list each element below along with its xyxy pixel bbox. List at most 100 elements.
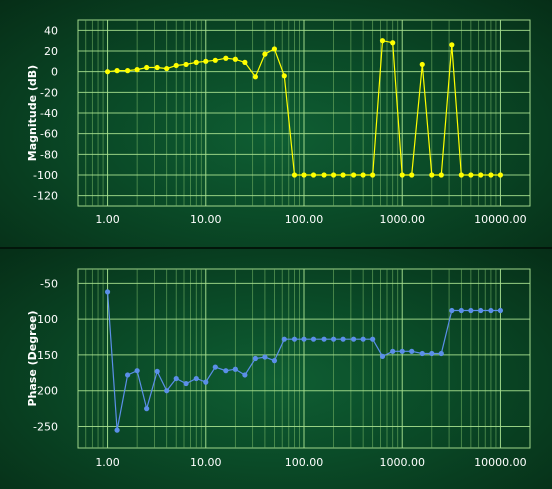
magnitude-data-point <box>488 172 494 178</box>
phase-data-point <box>330 336 337 342</box>
phase-data-point <box>164 388 170 394</box>
phase-data-point <box>183 380 189 387</box>
magnitude-y-tick-label: -20 <box>40 86 58 99</box>
magnitude-data-point <box>203 58 209 64</box>
magnitude-y-tick-label: 40 <box>44 24 58 37</box>
phase-data-point <box>449 307 455 314</box>
phase-data-point <box>360 336 366 342</box>
magnitude-data-point <box>193 59 199 65</box>
phase-data-point <box>232 366 238 372</box>
magnitude-data-point <box>310 172 317 178</box>
magnitude-y-tick-label: 20 <box>44 45 58 58</box>
phase-data-point <box>271 358 278 364</box>
phase-data-point <box>104 289 111 295</box>
phase-data-point <box>438 350 444 357</box>
magnitude-data-point <box>173 62 179 69</box>
magnitude-data-point <box>458 172 464 178</box>
magnitude-data-point <box>478 172 484 178</box>
phase-x-tick-label: 10.00 <box>190 456 222 469</box>
magnitude-data-point <box>242 59 248 65</box>
magnitude-data-point <box>301 172 307 178</box>
magnitude-data-point <box>449 42 455 48</box>
magnitude-data-point <box>144 64 150 71</box>
magnitude-data-point <box>164 65 170 72</box>
phase-data-point <box>468 307 474 314</box>
magnitude-data-point <box>281 73 287 79</box>
magnitude-chart: 40 20 0 -20 -40 -60 -80 -100 -120 1.00 10.00 100.00… <box>26 19 531 226</box>
phase-data-point <box>173 375 179 382</box>
phase-data-point <box>458 307 464 314</box>
phase-data-point <box>223 368 229 374</box>
magnitude-data-point <box>114 68 120 74</box>
phase-data-point <box>370 336 376 342</box>
magnitude-y-axis-label: Magnitude (dB) <box>26 65 39 161</box>
phase-data-point <box>340 336 346 342</box>
magnitude-y-tick-label: -120 <box>33 190 58 203</box>
magnitude-data-point <box>429 172 435 178</box>
magnitude-data-point <box>134 67 140 73</box>
phase-data-point <box>203 379 209 385</box>
magnitude-data-point <box>223 55 229 61</box>
magnitude-data-point <box>183 61 189 68</box>
magnitude-y-tick-label: -100 <box>33 169 58 182</box>
magnitude-y-tick-label: -60 <box>40 128 58 141</box>
phase-data-point <box>193 375 199 382</box>
phase-data-point <box>262 354 268 360</box>
magnitude-data-point <box>360 172 366 178</box>
magnitude-data-point <box>330 172 337 178</box>
magnitude-x-tick-label: 100.00 <box>285 213 324 226</box>
magnitude-data-point <box>232 56 238 62</box>
phase-data-point <box>409 348 415 354</box>
phase-data-point <box>114 427 120 433</box>
magnitude-data-point <box>419 61 425 68</box>
magnitude-y-tick-label: 0 <box>51 66 58 79</box>
panel-divider <box>0 247 552 249</box>
phase-data-point <box>212 364 218 370</box>
phase-data-point <box>351 336 357 342</box>
phase-data-point <box>154 368 160 374</box>
magnitude-x-tick-label: 1.00 <box>95 213 120 226</box>
magnitude-data-point <box>468 172 474 178</box>
phase-data-point <box>390 348 396 354</box>
phase-x-tick-label: 10000.00 <box>474 456 527 469</box>
magnitude-y-tick-label: -40 <box>40 107 58 120</box>
phase-data-point <box>291 336 298 342</box>
magnitude-x-tick-label: 10000.00 <box>474 213 527 226</box>
phase-chart-panel: -50 -100 -150 -200 -250 1.00 10.00 100.00 1000.0… <box>0 249 552 489</box>
magnitude-y-tick-label: -80 <box>40 148 58 161</box>
magnitude-x-tick-label: 1000.00 <box>379 213 425 226</box>
magnitude-data-point <box>104 69 111 75</box>
magnitude-data-point <box>438 172 444 178</box>
phase-data-point <box>478 307 484 314</box>
phase-data-point <box>242 372 248 378</box>
magnitude-data-point <box>399 172 405 178</box>
magnitude-data-point <box>351 172 357 178</box>
phase-x-tick-label: 1000.00 <box>379 456 425 469</box>
phase-y-tick-label: -50 <box>40 277 58 290</box>
magnitude-data-point <box>390 40 396 46</box>
phase-data-point <box>399 348 405 354</box>
phase-data-point <box>281 336 287 342</box>
phase-x-tick-label: 1.00 <box>95 456 120 469</box>
phase-y-tick-label: -200 <box>33 385 58 398</box>
phase-data-point <box>429 350 435 357</box>
phase-data-point <box>134 368 140 374</box>
magnitude-data-point <box>154 64 160 71</box>
magnitude-data-point <box>321 172 327 178</box>
magnitude-data-point <box>379 38 386 44</box>
phase-y-tick-label: -100 <box>33 313 58 326</box>
magnitude-data-point <box>262 51 268 57</box>
magnitude-data-point <box>409 172 415 178</box>
phase-data-point <box>252 355 258 362</box>
phase-data-point <box>310 336 317 342</box>
phase-data-point <box>125 372 131 378</box>
phase-data-point <box>144 406 150 412</box>
magnitude-data-point <box>125 68 131 74</box>
magnitude-x-tick-label: 10.00 <box>190 213 222 226</box>
phase-y-tick-label: -150 <box>33 349 58 362</box>
magnitude-data-point <box>252 74 258 80</box>
magnitude-data-point <box>291 172 298 178</box>
phase-data-point <box>379 353 386 359</box>
magnitude-data-point <box>212 57 218 63</box>
